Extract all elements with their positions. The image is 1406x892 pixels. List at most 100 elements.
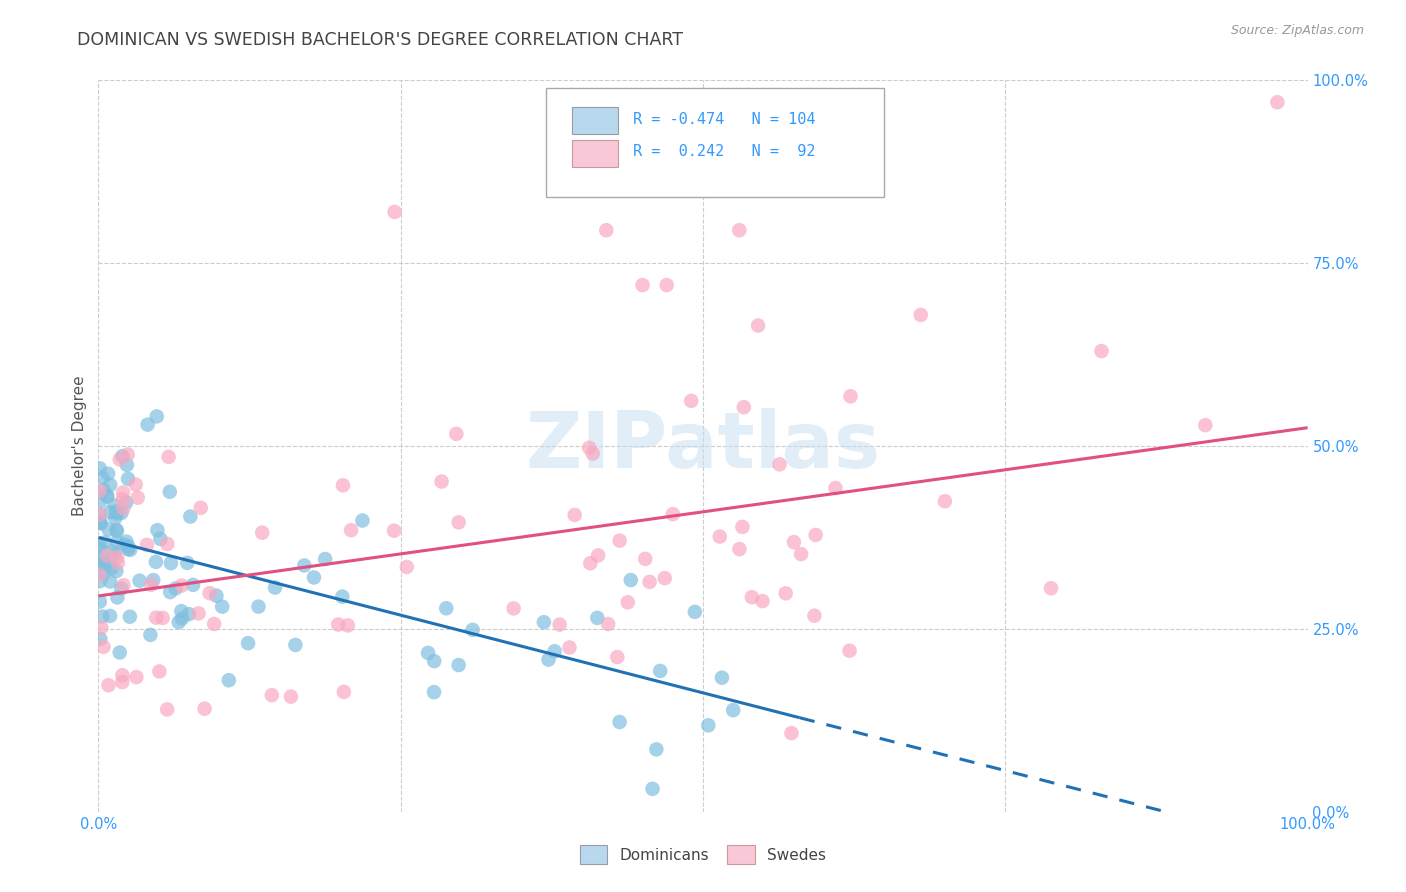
Point xyxy=(145,409,167,424)
Point xyxy=(328,617,350,632)
Text: Source: ZipAtlas.com: Source: ZipAtlas.com xyxy=(1230,24,1364,37)
Point xyxy=(165,582,187,596)
Point xyxy=(384,205,406,219)
Point xyxy=(631,278,654,293)
Point xyxy=(751,594,773,608)
Point xyxy=(741,590,763,604)
Point xyxy=(159,484,181,499)
Point xyxy=(105,550,128,565)
Point xyxy=(89,508,111,522)
Point xyxy=(115,495,138,509)
Point xyxy=(783,535,806,549)
Point xyxy=(148,665,170,679)
Point xyxy=(110,506,132,520)
Point xyxy=(139,628,162,642)
Point xyxy=(159,585,181,599)
Point xyxy=(710,671,733,685)
Point xyxy=(108,452,131,467)
Point xyxy=(330,590,353,604)
Point xyxy=(97,523,120,537)
Point xyxy=(96,549,118,563)
Point xyxy=(96,490,118,504)
Point xyxy=(89,515,111,529)
Point xyxy=(89,494,111,508)
Point xyxy=(112,538,135,552)
Point xyxy=(107,556,129,570)
Point xyxy=(176,556,198,570)
Point xyxy=(89,483,111,498)
Point xyxy=(135,538,157,552)
Point xyxy=(839,389,862,403)
Point xyxy=(423,654,446,668)
Point xyxy=(446,426,468,441)
Point xyxy=(104,547,127,561)
Point xyxy=(142,573,165,587)
Point xyxy=(709,530,731,544)
Point xyxy=(105,507,128,521)
Point xyxy=(284,638,307,652)
Point xyxy=(314,552,336,566)
Point xyxy=(252,525,274,540)
Point xyxy=(170,604,193,618)
Point xyxy=(616,595,638,609)
Point xyxy=(586,549,609,563)
Point xyxy=(1040,582,1063,596)
Point xyxy=(638,574,661,589)
Point xyxy=(97,467,120,481)
Point xyxy=(104,505,127,519)
Point xyxy=(118,609,141,624)
Point xyxy=(537,652,560,666)
Point xyxy=(179,509,201,524)
Point xyxy=(94,535,117,549)
Point xyxy=(655,278,678,293)
Point xyxy=(595,223,617,237)
Point xyxy=(89,574,111,588)
Point xyxy=(111,668,134,682)
Point xyxy=(112,578,135,592)
Point xyxy=(803,608,825,623)
Point xyxy=(434,601,457,615)
Point xyxy=(98,574,121,589)
Point xyxy=(93,483,115,497)
Point xyxy=(110,582,132,596)
Point xyxy=(89,567,111,582)
Point xyxy=(721,703,744,717)
Point xyxy=(582,446,605,460)
Point xyxy=(579,556,602,570)
Point xyxy=(423,685,446,699)
Point xyxy=(160,556,183,570)
Point xyxy=(98,477,121,491)
Point xyxy=(768,458,790,472)
Point xyxy=(620,573,643,587)
Point xyxy=(181,578,204,592)
Bar xyxy=(572,139,619,167)
Text: R =  0.242   N =  92: R = 0.242 N = 92 xyxy=(633,145,815,160)
Point xyxy=(382,524,405,538)
Point xyxy=(89,594,111,608)
Point xyxy=(152,611,174,625)
Point xyxy=(149,532,172,546)
Point xyxy=(89,539,111,553)
Point xyxy=(218,673,240,688)
Point xyxy=(111,449,134,463)
Point xyxy=(89,516,111,530)
Text: DOMINICAN VS SWEDISH BACHELOR'S DEGREE CORRELATION CHART: DOMINICAN VS SWEDISH BACHELOR'S DEGREE C… xyxy=(77,31,683,49)
Point xyxy=(416,646,439,660)
Point xyxy=(120,542,142,557)
Point xyxy=(194,702,217,716)
Point xyxy=(156,537,179,551)
Point xyxy=(332,478,354,492)
Point xyxy=(93,640,115,654)
Point xyxy=(89,542,111,557)
Point xyxy=(190,500,212,515)
Point xyxy=(683,605,706,619)
Point xyxy=(280,690,302,704)
Point xyxy=(117,448,139,462)
Point xyxy=(447,658,470,673)
Point xyxy=(598,617,620,632)
Point xyxy=(198,586,221,600)
Point xyxy=(93,557,115,571)
Point xyxy=(731,520,754,534)
Point xyxy=(662,507,685,521)
Point xyxy=(91,470,114,484)
